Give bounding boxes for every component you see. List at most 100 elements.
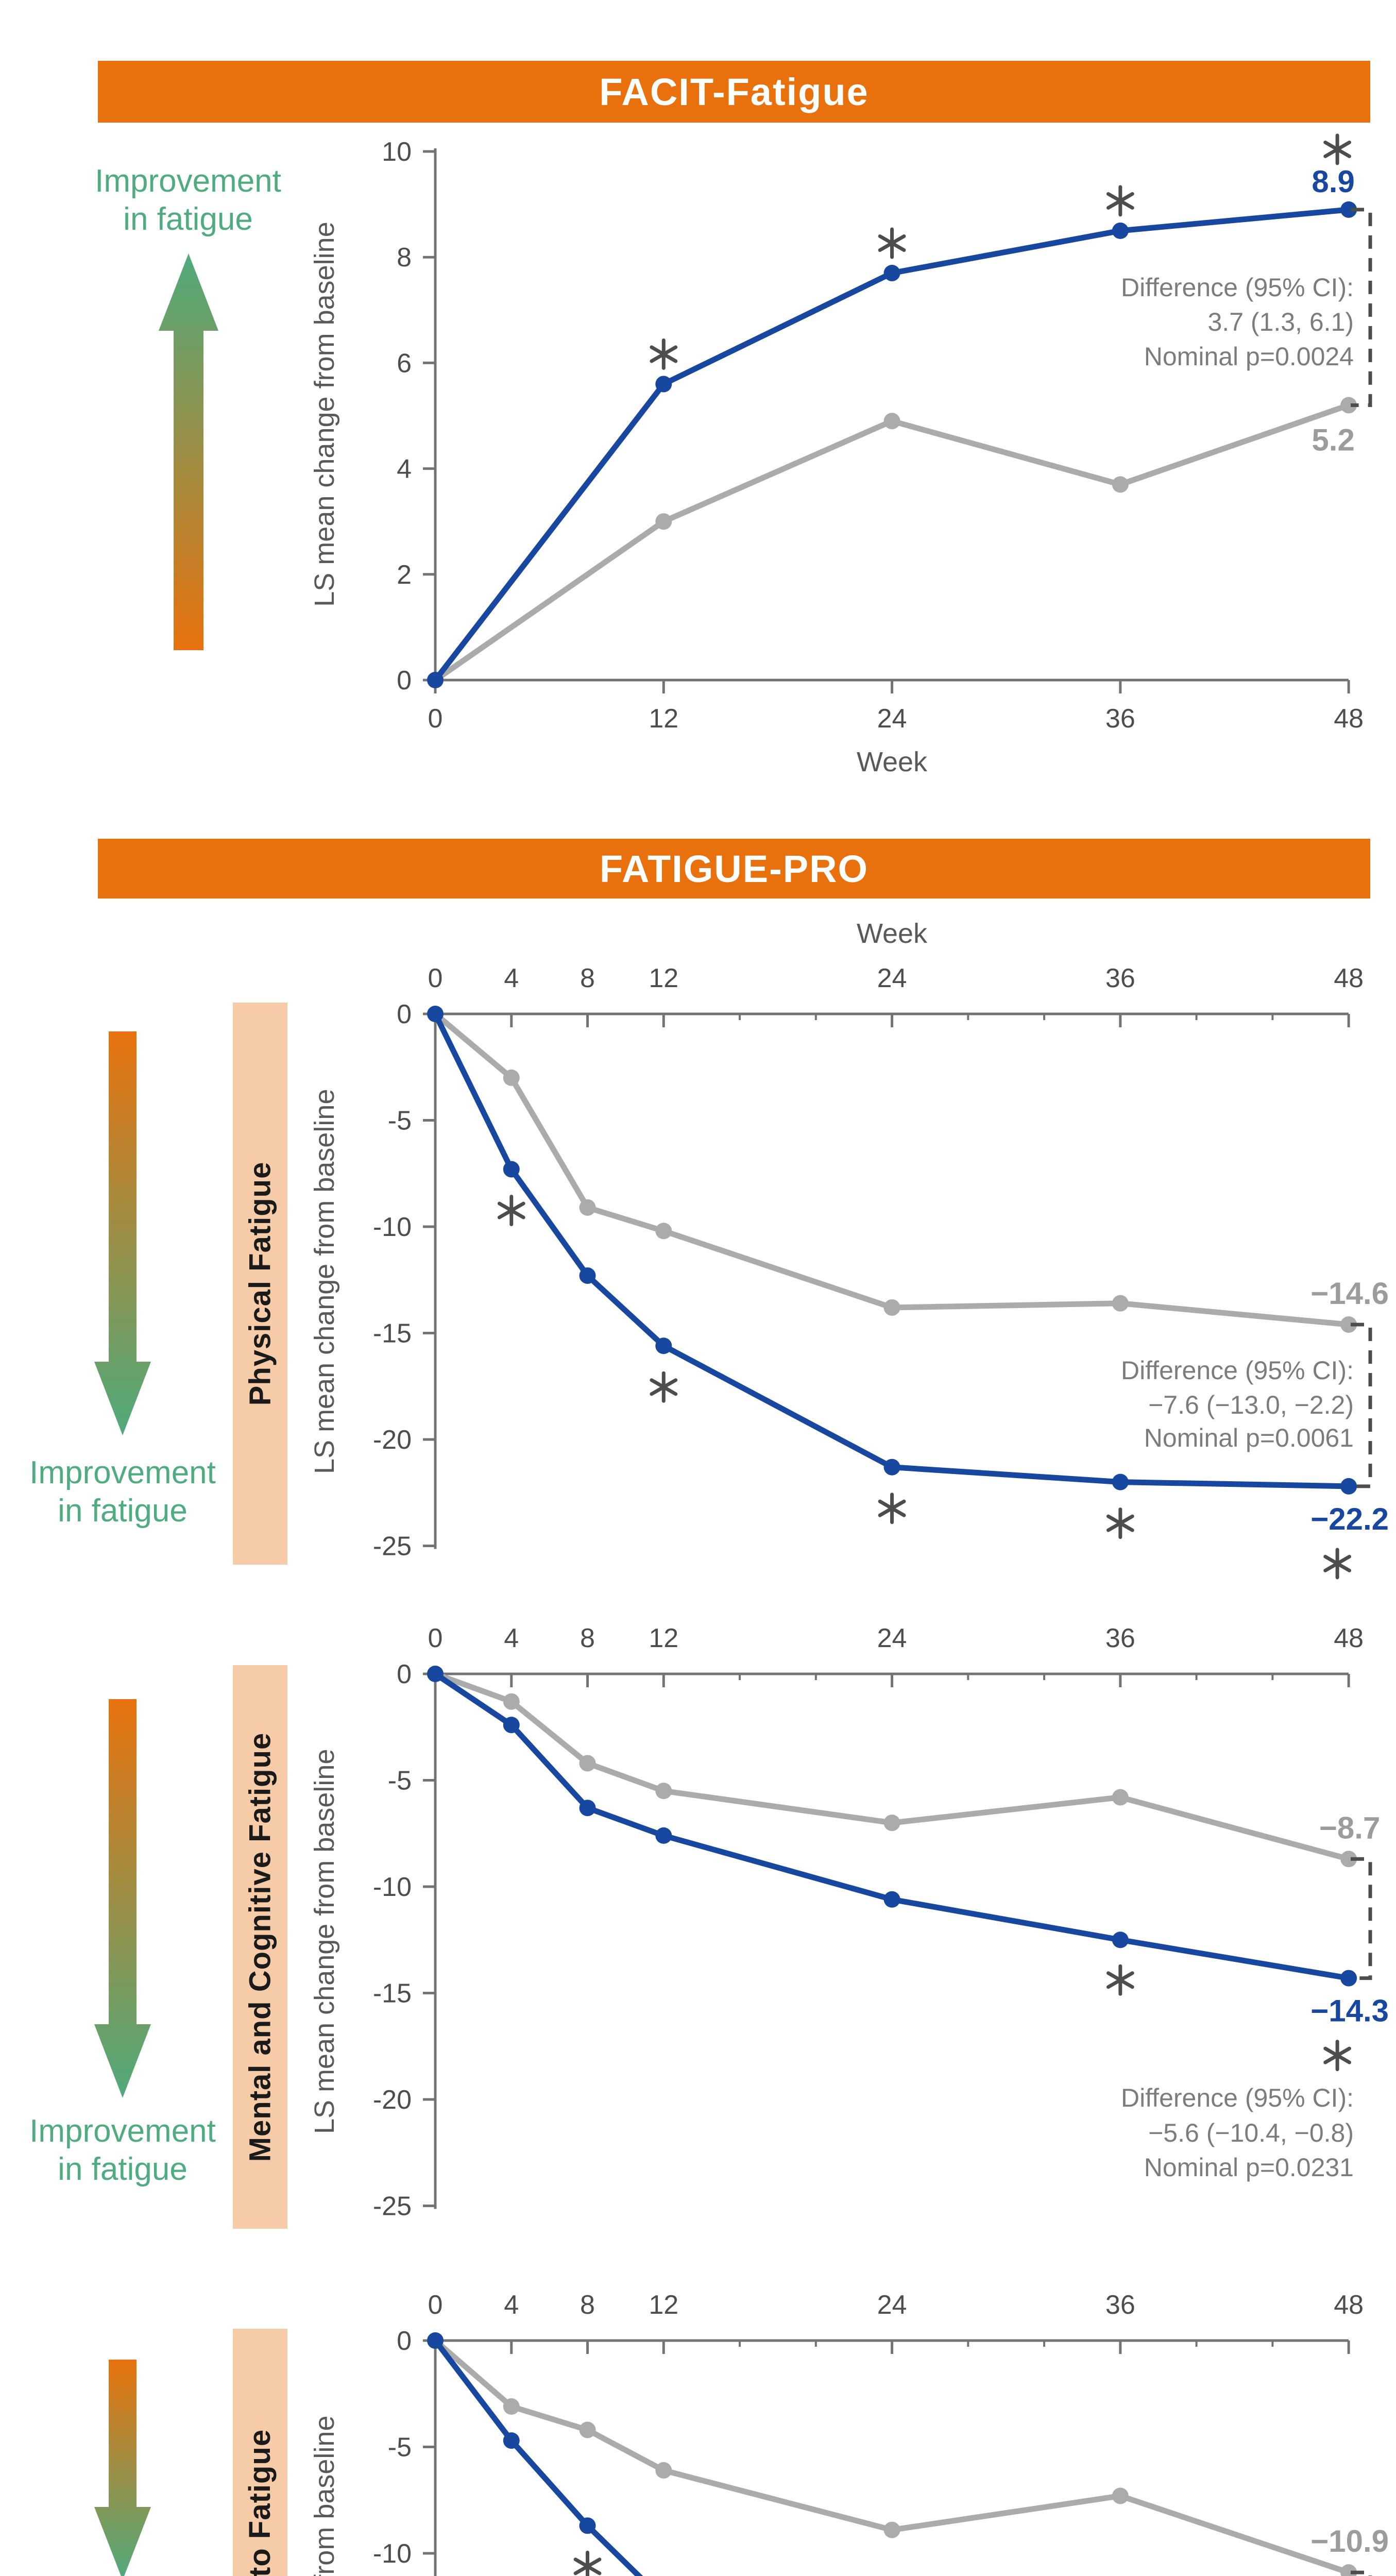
difference-annotation: Difference (95% CI): −7.6 (−13.0, −2.2) No… — [1121, 1356, 1354, 1452]
pbo-point-week-12 — [655, 513, 672, 530]
pbo-markers — [427, 1666, 1357, 1868]
significance-asterisk — [650, 1371, 678, 1403]
pbo-point-week-4 — [503, 2398, 520, 2415]
dzp-point-week-36 — [1112, 222, 1129, 239]
pbo-point-week-36 — [1112, 1295, 1129, 1312]
svg-text:6: 6 — [397, 348, 412, 378]
susceptibility-fatigue-band: Susceptibility to Fatigue — [233, 2329, 287, 2576]
dzp-point-week-0 — [427, 2332, 444, 2349]
fatigue-pro-banner-title: FATIGUE-PRO — [599, 847, 869, 890]
svg-text:0: 0 — [397, 999, 412, 1029]
y-axis-title: LS mean change from baseline — [309, 1089, 340, 1474]
svg-text:-5: -5 — [388, 1106, 412, 1136]
dzp-point-week-48 — [1340, 1478, 1357, 1495]
x-axis-title: Week — [857, 747, 928, 777]
svg-text:10: 10 — [382, 137, 412, 167]
svg-text:2: 2 — [397, 560, 412, 590]
dzp-end-label: −14.3 — [1310, 1994, 1389, 2028]
improvement-note-line2: in fatigue — [58, 2151, 188, 2188]
svg-text:48: 48 — [1334, 1623, 1364, 1653]
svg-text:4: 4 — [504, 1623, 519, 1653]
physical-fatigue-band: Physical Fatigue — [233, 1003, 287, 1565]
svg-text:-25: -25 — [373, 1532, 412, 1562]
improvement-note-line1: Improvement — [29, 2113, 216, 2149]
dzp-point-week-8 — [579, 1800, 596, 1817]
dzp-point-week-24 — [883, 264, 900, 281]
svg-text:12: 12 — [649, 2290, 678, 2320]
improvement-note-line1: Improvement — [29, 1455, 216, 1490]
dzp-end-label: 8.9 — [1312, 164, 1354, 199]
fatigue-pro-banner: FATIGUE-PRO — [98, 839, 1370, 899]
svg-text:24: 24 — [877, 2290, 907, 2320]
dzp-point-week-0 — [427, 1666, 444, 1682]
pbo-line — [433, 1011, 1349, 1328]
svg-text:−7.6 (−13.0, −2.2): −7.6 (−13.0, −2.2) — [1148, 1391, 1354, 1419]
difference-bracket — [1351, 208, 1372, 407]
significance-asterisk — [1106, 185, 1134, 217]
svg-text:24: 24 — [877, 1623, 907, 1653]
improvement-note-mental: Improvement in fatigue — [9, 2112, 236, 2189]
difference-annotation: Difference (95% CI): −5.6 (−10.4, −0.8) No… — [1121, 2083, 1354, 2182]
pbo-line — [433, 402, 1350, 683]
pbo-point-week-24 — [883, 1815, 900, 1832]
difference-bracket — [1351, 1857, 1372, 1980]
svg-text:48: 48 — [1334, 704, 1364, 734]
dzp-markers — [427, 2332, 596, 2534]
svg-text:8: 8 — [397, 243, 412, 273]
dzp-point-week-0 — [427, 1006, 444, 1022]
svg-text:3.7 (1.3, 6.1): 3.7 (1.3, 6.1) — [1208, 308, 1354, 336]
svg-text:-15: -15 — [373, 1979, 412, 2009]
pbo-point-week-8 — [579, 1199, 596, 1216]
svg-text:-20: -20 — [373, 2085, 412, 2115]
svg-text:36: 36 — [1105, 704, 1135, 734]
x-axis-title: Week — [857, 918, 928, 949]
significance-asterisk — [878, 227, 906, 259]
svg-text:4: 4 — [504, 2290, 519, 2320]
svg-text:Nominal p=0.0061: Nominal p=0.0061 — [1144, 1423, 1354, 1452]
svg-text:-20: -20 — [373, 1425, 412, 1455]
pbo-point-week-8 — [579, 1755, 596, 1772]
svg-text:24: 24 — [877, 963, 907, 993]
dzp-end-label: −22.2 — [1310, 1502, 1389, 1536]
dzp-point-week-4 — [503, 1161, 520, 1178]
svg-text:36: 36 — [1105, 963, 1135, 993]
svg-text:-10: -10 — [373, 1872, 412, 1902]
pbo-point-week-24 — [883, 413, 900, 430]
pbo-point-week-48 — [1340, 397, 1357, 414]
pbo-point-week-48 — [1340, 1316, 1357, 1333]
pbo-point-week-36 — [1112, 476, 1129, 493]
dzp-point-week-12 — [655, 1827, 672, 1844]
dzp-markers — [427, 1666, 1357, 1987]
svg-text:12: 12 — [649, 1623, 678, 1653]
dzp-point-week-0 — [427, 672, 444, 688]
dzp-point-week-48 — [1340, 1970, 1357, 1987]
significance-asterisk — [1106, 1507, 1134, 1539]
pbo-markers — [427, 397, 1357, 688]
svg-text:Difference (95% CI):: Difference (95% CI): — [1121, 1356, 1354, 1385]
svg-text:12: 12 — [649, 963, 678, 993]
pbo-point-week-36 — [1112, 1789, 1129, 1806]
dzp-point-week-12 — [655, 376, 672, 393]
significance-asterisk — [650, 338, 678, 370]
improvement-down-arrow-icon — [94, 2360, 151, 2576]
pbo-point-week-24 — [883, 2521, 900, 2538]
facit-banner: FACIT-Fatigue — [98, 61, 1370, 123]
pbo-point-week-12 — [655, 1783, 672, 1800]
svg-text:48: 48 — [1334, 963, 1364, 993]
dzp-point-week-48 — [1340, 201, 1357, 218]
svg-text:48: 48 — [1334, 2290, 1364, 2320]
dzp-point-week-36 — [1112, 1473, 1129, 1490]
improvement-note-facit: Improvement in fatigue — [49, 162, 327, 239]
mental-cognitive-fatigue-band: Mental and Cognitive Fatigue — [233, 1665, 287, 2229]
difference-annotation: Difference (95% CI): 3.7 (1.3, 6.1) Nomina… — [1121, 273, 1354, 371]
dzp-point-week-36 — [1112, 1931, 1129, 1948]
svg-text:0: 0 — [397, 2326, 412, 2356]
svg-text:-15: -15 — [373, 1319, 412, 1349]
improvement-note-physical: Improvement in fatigue — [9, 1454, 236, 1531]
dzp-point-week-4 — [503, 2432, 520, 2449]
svg-text:4: 4 — [397, 454, 412, 484]
pbo-end-label: −14.6 — [1310, 1276, 1389, 1311]
